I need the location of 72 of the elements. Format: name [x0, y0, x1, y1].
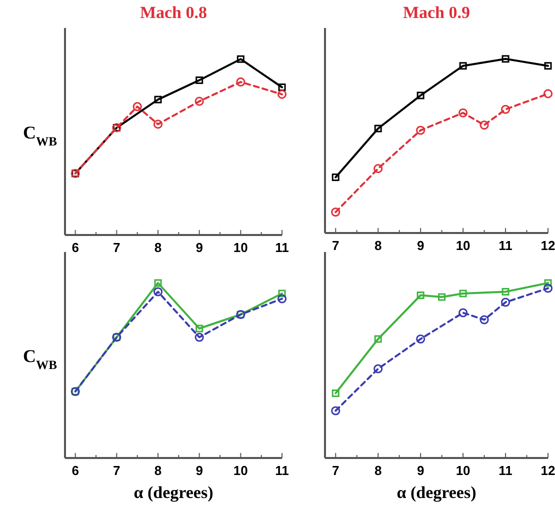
- x-tick-label: 10: [233, 463, 248, 478]
- point: [154, 96, 162, 104]
- point: [196, 324, 204, 332]
- point: [416, 92, 424, 100]
- point: [544, 62, 552, 70]
- x-tick-label: 9: [196, 463, 203, 478]
- point: [500, 104, 510, 114]
- point: [236, 55, 244, 63]
- x-tick-label: 8: [154, 240, 162, 255]
- point: [544, 279, 552, 287]
- point: [543, 284, 553, 293]
- point: [416, 292, 424, 299]
- x-tick-label: 6: [72, 240, 79, 255]
- x-tick-label: 10: [456, 238, 470, 253]
- chart-title: Mach 0.8: [140, 3, 208, 22]
- point: [331, 208, 340, 217]
- point: [458, 308, 468, 318]
- point: [374, 364, 383, 374]
- point: [132, 102, 142, 112]
- point: [236, 77, 246, 87]
- point: [154, 279, 162, 287]
- point: [194, 332, 204, 342]
- point: [278, 84, 286, 91]
- point: [153, 287, 163, 296]
- x-tick-label: 7: [332, 238, 340, 253]
- x-tick-label: 6: [72, 463, 79, 478]
- point: [458, 108, 468, 118]
- point: [416, 126, 426, 135]
- point: [196, 76, 204, 84]
- point: [374, 124, 382, 132]
- point: [543, 89, 553, 98]
- point: [502, 288, 510, 296]
- x-tick-label: 11: [498, 238, 512, 253]
- x-tick-label: 8: [374, 463, 382, 478]
- x-tick-label: 12: [540, 463, 555, 478]
- point: [500, 298, 510, 307]
- point: [277, 294, 287, 304]
- x-tick-label: 8: [374, 238, 382, 253]
- x-tick-label: 8: [154, 463, 162, 478]
- y-axis-title: C$_{WB}$: [23, 346, 58, 372]
- x-tick-label: 10: [456, 463, 470, 478]
- point: [332, 390, 340, 397]
- chart-title: Mach 0.9: [402, 3, 470, 22]
- point: [459, 290, 467, 298]
- x-axis-title: α (degrees): [134, 483, 214, 502]
- point: [332, 174, 340, 182]
- point: [416, 334, 426, 344]
- x-tick-label: 9: [416, 463, 424, 478]
- point: [277, 90, 287, 99]
- point: [153, 120, 163, 129]
- point: [331, 406, 340, 416]
- point: [438, 293, 446, 301]
- point: [480, 315, 489, 324]
- point: [374, 335, 382, 343]
- point: [194, 96, 204, 106]
- y-axis-title: C$_{WB}$: [23, 122, 58, 148]
- point: [278, 290, 286, 298]
- point: [459, 62, 467, 70]
- x-tick-label: 9: [416, 238, 424, 253]
- point: [480, 120, 489, 130]
- x-tick-label: 10: [233, 240, 248, 255]
- x-tick-label: 7: [332, 463, 340, 478]
- x-tick-label: 9: [196, 240, 203, 255]
- x-tick-label: 12: [540, 238, 555, 253]
- point: [502, 55, 510, 63]
- x-tick-label: 7: [113, 240, 120, 255]
- x-tick-label: 11: [275, 240, 289, 255]
- x-tick-label: 7: [113, 463, 120, 478]
- x-tick-label: 11: [498, 463, 512, 478]
- x-axis-title: α (degrees): [396, 483, 476, 502]
- point: [374, 164, 383, 174]
- x-tick-label: 11: [275, 463, 289, 478]
